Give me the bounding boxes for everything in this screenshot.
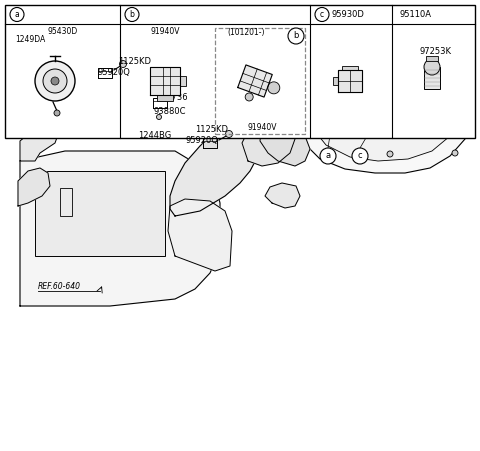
Circle shape	[43, 69, 67, 93]
Polygon shape	[242, 119, 295, 166]
Circle shape	[35, 61, 75, 101]
Circle shape	[352, 148, 368, 164]
Bar	[342, 66, 358, 70]
Circle shape	[324, 61, 326, 64]
Bar	[157, 95, 173, 101]
Text: a: a	[14, 10, 19, 19]
Circle shape	[10, 8, 24, 22]
Bar	[368, 115, 373, 123]
Bar	[430, 56, 465, 81]
Text: REF.60-640: REF.60-640	[38, 282, 81, 291]
Bar	[384, 115, 389, 123]
Polygon shape	[153, 98, 167, 108]
Circle shape	[120, 60, 127, 68]
Circle shape	[337, 61, 340, 64]
Text: 95930D: 95930D	[332, 10, 365, 19]
Circle shape	[156, 115, 161, 120]
Circle shape	[320, 148, 336, 164]
Text: a: a	[325, 152, 331, 161]
Bar	[180, 76, 186, 86]
Text: 95920Q: 95920Q	[185, 137, 218, 146]
Polygon shape	[98, 68, 112, 78]
Circle shape	[315, 8, 329, 22]
Text: 1125KD: 1125KD	[195, 124, 228, 133]
Bar	[295, 86, 313, 116]
Polygon shape	[302, 49, 458, 161]
Circle shape	[125, 8, 139, 22]
Polygon shape	[203, 138, 217, 148]
Text: 1244BG: 1244BG	[138, 130, 171, 139]
Text: 92736: 92736	[162, 93, 189, 102]
Bar	[430, 81, 460, 121]
Text: 93880C: 93880C	[153, 106, 185, 115]
Bar	[360, 115, 365, 123]
Text: c: c	[358, 152, 362, 161]
Polygon shape	[290, 29, 472, 173]
Polygon shape	[20, 151, 220, 306]
Text: 95430D: 95430D	[48, 28, 78, 37]
Circle shape	[144, 107, 152, 115]
Text: 91940V: 91940V	[150, 28, 180, 37]
Circle shape	[387, 151, 393, 157]
Text: (101201-): (101201-)	[227, 28, 264, 37]
Text: 1249DA: 1249DA	[15, 36, 45, 45]
Bar	[215, 28, 305, 134]
Polygon shape	[150, 67, 180, 95]
Circle shape	[54, 110, 60, 116]
Circle shape	[51, 77, 59, 85]
Text: c: c	[320, 10, 324, 19]
Circle shape	[452, 150, 458, 156]
Bar	[310, 93, 350, 121]
Circle shape	[245, 93, 253, 101]
Text: 1125KD: 1125KD	[118, 56, 151, 65]
Polygon shape	[20, 121, 60, 161]
Text: 97253K: 97253K	[420, 46, 452, 55]
Polygon shape	[392, 35, 410, 47]
Polygon shape	[265, 183, 300, 208]
Bar	[352, 93, 407, 111]
Circle shape	[268, 82, 280, 94]
Bar	[35, 171, 165, 256]
Polygon shape	[238, 65, 272, 97]
Polygon shape	[168, 199, 232, 271]
Circle shape	[226, 130, 232, 138]
Text: b: b	[293, 32, 299, 41]
Bar	[60, 188, 72, 216]
Bar	[426, 56, 438, 61]
Bar	[333, 77, 338, 85]
Text: b: b	[130, 10, 134, 19]
Polygon shape	[338, 70, 362, 92]
Circle shape	[345, 61, 348, 64]
Polygon shape	[18, 168, 50, 206]
Bar	[424, 67, 440, 89]
Polygon shape	[338, 76, 415, 131]
Polygon shape	[260, 119, 310, 166]
Polygon shape	[170, 123, 258, 216]
Text: 95110A: 95110A	[400, 10, 432, 19]
Bar	[320, 49, 348, 61]
Bar	[5, 5, 475, 138]
Text: 91940V: 91940V	[247, 124, 276, 133]
Circle shape	[424, 59, 440, 75]
Circle shape	[288, 28, 304, 44]
Circle shape	[331, 61, 334, 64]
Text: 95920Q: 95920Q	[98, 69, 131, 78]
Bar	[376, 115, 381, 123]
